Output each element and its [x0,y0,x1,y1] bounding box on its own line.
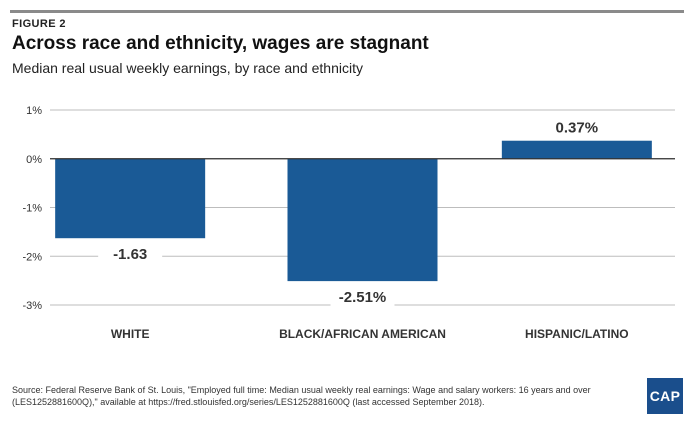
figure-label: FIGURE 2 [12,18,66,30]
data-label-background [98,244,163,265]
y-tick-label: -2% [22,251,42,263]
data-label: -1.63 [113,246,147,263]
y-tick-label: -3% [22,300,42,312]
chart-title: Across race and ethnicity, wages are sta… [12,33,429,54]
data-label-background [544,117,609,138]
chart-subtitle: Median real usual weekly earnings, by ra… [12,60,363,76]
y-tick-label: 1% [26,105,42,117]
cap-logo: CAP [647,378,683,414]
top-rule [10,10,684,13]
data-label: 0.37% [556,120,599,137]
y-tick-label: 0% [26,154,42,166]
bar [501,140,652,159]
source-note: Source: Federal Reserve Bank of St. Loui… [12,385,591,407]
bar [287,158,438,282]
bar [55,158,206,239]
category-label: HISPANIC/LATINO [525,327,629,341]
data-label-background [330,287,395,308]
category-label: BLACK/AFRICAN AMERICAN [279,327,446,341]
category-label: WHITE [111,327,150,341]
y-tick-label: -1% [22,203,42,215]
data-label: -2.51% [339,289,387,306]
